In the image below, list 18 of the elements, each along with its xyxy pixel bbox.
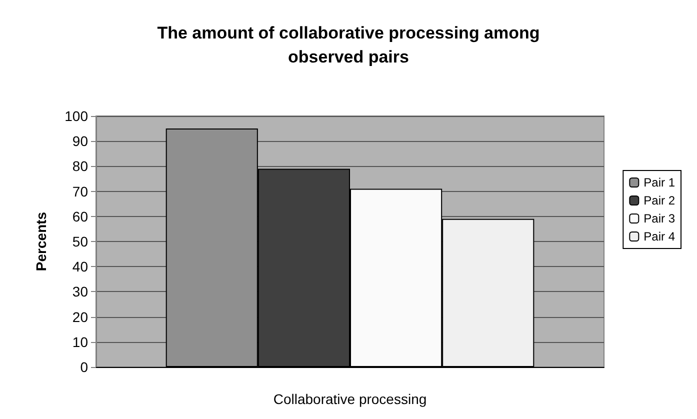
y-tick-label: 100 bbox=[64, 108, 88, 124]
y-tick-label: 70 bbox=[72, 183, 88, 200]
y-tick-label: 20 bbox=[72, 308, 88, 325]
chart-title: The amount of collaborative processing among observed pairs bbox=[157, 24, 540, 66]
y-tick-label: 30 bbox=[72, 284, 88, 300]
y-axis-title: Percents bbox=[33, 212, 49, 272]
y-tick-label: 60 bbox=[72, 208, 88, 224]
y-tick-label: 0 bbox=[80, 359, 88, 375]
legend-label: Pair 3 bbox=[644, 212, 676, 226]
y-tick-label: 80 bbox=[72, 158, 88, 174]
legend-label: Pair 1 bbox=[644, 176, 676, 190]
y-tick-label: 40 bbox=[72, 258, 88, 275]
y-tick-label: 50 bbox=[72, 234, 88, 250]
legend-label: Pair 2 bbox=[644, 194, 676, 208]
legend-label: Pair 4 bbox=[644, 230, 676, 244]
x-axis-title: Collaborative processing bbox=[273, 391, 427, 407]
y-tick-label: 10 bbox=[72, 334, 88, 350]
y-tick-label: 90 bbox=[72, 133, 88, 150]
